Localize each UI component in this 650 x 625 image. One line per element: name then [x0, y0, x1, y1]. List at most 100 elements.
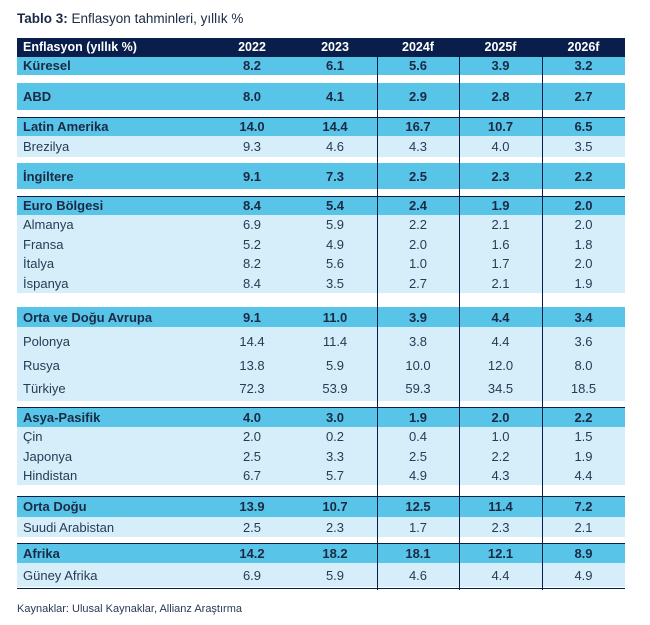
header-label: Enflasyon (yıllık %): [23, 40, 137, 54]
country-row: Polonya 14.4 11.4 3.8 4.4 3.6: [17, 327, 625, 355]
row-label: Japonya: [23, 448, 73, 464]
row-value: 11.4: [322, 333, 348, 349]
row-value: 2.1: [491, 217, 510, 232]
row-value: 3.6: [574, 333, 593, 349]
row-value: 4.6: [408, 567, 428, 583]
region-row: ABD 8.0 4.1 2.9 2.8 2.7: [17, 83, 625, 110]
row-value: 18.5: [570, 380, 597, 396]
row-value: 8.9: [574, 545, 593, 561]
row-label: Polonya: [23, 333, 70, 349]
group-rule: [17, 56, 625, 57]
row-value: 14.0: [239, 119, 265, 134]
country-row: Japonya 2.5 3.3 2.5 2.2 1.9: [17, 446, 625, 466]
row-value: 2.2: [408, 217, 428, 232]
row-value: 18.2: [322, 545, 348, 561]
country-row: Hindistan 6.7 5.7 4.9 4.3 4.4: [17, 466, 625, 485]
row-value: 7.3: [325, 168, 345, 184]
row-label: Afrika: [23, 545, 60, 561]
country-row: Türkiye 72.3 53.9 59.3 34.5 18.5: [17, 375, 625, 401]
bottom-rule: [17, 588, 625, 589]
row-value: 3.3: [325, 448, 345, 464]
row-value: 3.8: [408, 333, 428, 349]
region-row: İngiltere 9.1 7.3 2.5 2.3 2.2: [17, 163, 625, 189]
row-value: 5.6: [325, 256, 345, 271]
row-value: 4.9: [325, 236, 345, 252]
country-row: Rusya 13.8 5.9 10.0 12.0 8.0: [17, 355, 625, 375]
row-value: 6.7: [242, 468, 262, 483]
country-row: İtalya 8.2 5.6 1.0 1.7 2.0: [17, 254, 625, 273]
row-label: Suudi Arabistan: [23, 519, 115, 535]
group-rule: [17, 407, 625, 408]
row-value: 1.5: [574, 429, 593, 444]
row-value: 2.0: [242, 429, 262, 444]
row-value: 6.5: [574, 119, 593, 134]
row-label: Orta Doğu: [23, 499, 87, 514]
row-label: İngiltere: [23, 168, 74, 184]
row-value: 4.3: [408, 139, 428, 154]
row-value: 4.4: [491, 333, 510, 349]
column-rule: [377, 56, 378, 590]
row-value: 4.3: [491, 468, 510, 483]
row-value: 2.2: [574, 409, 593, 425]
region-row: Küresel 8.2 6.1 5.6 3.9 3.2: [17, 56, 625, 75]
country-row: Çin 2.0 0.2 0.4 1.0 1.5: [17, 427, 625, 446]
row-label: Fransa: [23, 236, 64, 252]
row-label: Brezilya: [23, 139, 70, 154]
row-value: 2.7: [574, 89, 593, 104]
row-label: Çin: [23, 429, 43, 444]
row-value: 3.5: [574, 139, 593, 154]
region-row: Asya-Pasifik 4.0 3.0 1.9 2.0 2.2: [17, 407, 625, 427]
row-value: 5.2: [242, 236, 262, 252]
row-value: 10.0: [405, 357, 431, 373]
row-value: 4.6: [325, 139, 345, 154]
row-value: 3.4: [574, 309, 593, 325]
row-value: 1.0: [491, 429, 510, 444]
header-year: 2026f: [567, 40, 600, 54]
header-year: 2024f: [402, 40, 434, 54]
header-year: 2023: [321, 40, 349, 54]
row-value: 2.0: [408, 236, 428, 252]
country-row: Brezilya 9.3 4.6 4.3 4.0 3.5: [17, 136, 625, 157]
country-row: Suudi Arabistan 2.5 2.3 1.7 2.3 2.1: [17, 517, 625, 537]
row-value: 12.0: [487, 357, 514, 373]
row-label: Rusya: [23, 357, 60, 373]
row-value: 2.4: [408, 198, 428, 213]
header-year: 2025f: [484, 40, 517, 54]
table-number: Tablo 3:: [17, 11, 68, 26]
row-value: 4.0: [242, 409, 262, 425]
row-value: 8.4: [242, 275, 262, 291]
row-value: 1.7: [491, 256, 510, 271]
row-value: 4.1: [325, 89, 345, 104]
column-rule: [542, 56, 543, 590]
row-value: 9.1: [242, 168, 262, 184]
row-value: 12.5: [405, 499, 431, 514]
row-value: 1.9: [574, 275, 593, 291]
row-value: 8.0: [242, 89, 262, 104]
row-value: 59.3: [405, 380, 431, 396]
region-row: Afrika 14.2 18.2 18.1 12.1 8.9: [17, 543, 625, 563]
row-value: 0.4: [408, 429, 428, 444]
row-value: 9.1: [242, 309, 262, 325]
row-value: 13.8: [239, 357, 265, 373]
row-value: 1.7: [408, 519, 428, 535]
row-value: 2.3: [491, 168, 510, 184]
group-rule: [17, 196, 625, 197]
row-label: Almanya: [23, 217, 74, 232]
row-label: ABD: [23, 89, 52, 104]
row-value: 5.9: [325, 567, 345, 583]
row-value: 2.5: [242, 448, 262, 464]
row-value: 2.7: [408, 275, 428, 291]
row-value: 4.9: [408, 468, 428, 483]
row-value: 1.9: [574, 448, 593, 464]
row-label: Güney Afrika: [23, 567, 98, 583]
row-value: 1.9: [408, 409, 428, 425]
row-value: 2.0: [574, 217, 593, 232]
table-title: Tablo 3: Enflasyon tahminleri, yıllık %: [17, 11, 243, 26]
row-value: 72.3: [239, 380, 265, 396]
row-label: Euro Bölgesi: [23, 198, 104, 213]
row-value: 5.9: [325, 357, 345, 373]
row-value: 8.0: [574, 357, 593, 373]
row-value: 14.2: [239, 545, 265, 561]
country-row: Almanya 6.9 5.9 2.2 2.1 2.0: [17, 215, 625, 234]
source-note: Kaynaklar: Ulusal Kaynaklar, Allianz Ara…: [17, 603, 242, 615]
